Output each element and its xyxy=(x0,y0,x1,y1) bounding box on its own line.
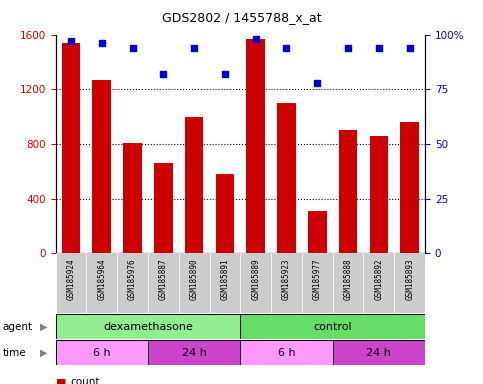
Bar xyxy=(179,253,210,313)
Point xyxy=(344,45,352,51)
Text: control: control xyxy=(313,321,352,332)
Text: GSM185889: GSM185889 xyxy=(251,258,260,300)
Text: GSM185976: GSM185976 xyxy=(128,258,137,300)
Text: dexamethasone: dexamethasone xyxy=(103,321,193,332)
Bar xyxy=(302,253,333,313)
Text: GSM185924: GSM185924 xyxy=(67,258,75,300)
Bar xyxy=(271,253,302,313)
Text: 6 h: 6 h xyxy=(278,348,295,358)
Text: GSM185890: GSM185890 xyxy=(190,258,199,300)
Bar xyxy=(333,340,425,365)
Bar xyxy=(148,340,241,365)
Bar xyxy=(154,163,172,253)
Bar xyxy=(333,253,364,313)
Text: 24 h: 24 h xyxy=(182,348,207,358)
Text: GSM185977: GSM185977 xyxy=(313,258,322,300)
Point xyxy=(283,45,290,51)
Text: GSM185892: GSM185892 xyxy=(374,258,384,300)
Bar xyxy=(210,253,240,313)
Text: 6 h: 6 h xyxy=(93,348,111,358)
Point xyxy=(375,45,383,51)
Point xyxy=(190,45,198,51)
Point xyxy=(67,38,75,44)
Bar xyxy=(394,253,425,313)
Point xyxy=(313,79,321,86)
Bar xyxy=(117,253,148,313)
Bar xyxy=(185,117,203,253)
Bar xyxy=(123,142,142,253)
Point xyxy=(252,36,259,42)
Bar xyxy=(277,103,296,253)
Text: 24 h: 24 h xyxy=(367,348,391,358)
Bar xyxy=(240,253,271,313)
Bar xyxy=(339,130,357,253)
Text: GDS2802 / 1455788_x_at: GDS2802 / 1455788_x_at xyxy=(162,12,321,25)
Point xyxy=(406,45,413,51)
Bar xyxy=(56,253,86,313)
Text: agent: agent xyxy=(2,321,32,332)
Point xyxy=(128,45,136,51)
Bar xyxy=(369,136,388,253)
Bar xyxy=(92,80,111,253)
Text: GSM185964: GSM185964 xyxy=(97,258,106,300)
Text: GSM185888: GSM185888 xyxy=(343,258,353,300)
Bar xyxy=(308,211,327,253)
Bar xyxy=(241,340,333,365)
Bar xyxy=(86,253,117,313)
Bar xyxy=(62,43,80,253)
Point xyxy=(221,71,229,77)
Text: GSM185891: GSM185891 xyxy=(220,258,229,300)
Text: GSM185887: GSM185887 xyxy=(159,258,168,300)
Text: ▶: ▶ xyxy=(40,348,48,358)
Text: GSM185893: GSM185893 xyxy=(405,258,414,300)
Bar xyxy=(56,314,241,339)
Text: time: time xyxy=(2,348,26,358)
Text: GSM185923: GSM185923 xyxy=(282,258,291,300)
Text: ■: ■ xyxy=(56,377,66,384)
Bar xyxy=(56,340,148,365)
Bar xyxy=(148,253,179,313)
Text: count: count xyxy=(70,377,99,384)
Point xyxy=(159,71,167,77)
Bar xyxy=(364,253,394,313)
Bar xyxy=(246,39,265,253)
Bar xyxy=(400,122,419,253)
Bar xyxy=(241,314,425,339)
Bar xyxy=(215,174,234,253)
Point xyxy=(98,40,106,46)
Text: ▶: ▶ xyxy=(40,321,48,332)
